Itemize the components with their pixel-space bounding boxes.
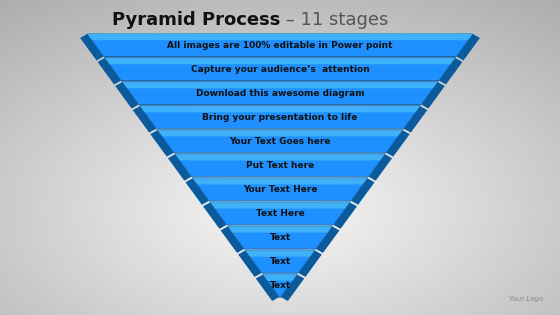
Polygon shape: [157, 130, 403, 152]
Polygon shape: [156, 129, 404, 130]
Polygon shape: [209, 201, 351, 202]
Text: Text: Text: [269, 233, 291, 242]
Polygon shape: [123, 82, 437, 88]
Text: Text Here: Text Here: [255, 209, 305, 218]
Polygon shape: [133, 106, 156, 133]
Polygon shape: [87, 34, 473, 40]
Text: Download this awesome diagram: Download this awesome diagram: [195, 89, 365, 98]
Polygon shape: [150, 130, 174, 157]
Polygon shape: [281, 274, 304, 301]
Polygon shape: [456, 34, 480, 60]
Polygon shape: [105, 58, 455, 64]
Polygon shape: [193, 178, 367, 185]
Polygon shape: [105, 58, 455, 80]
Polygon shape: [227, 225, 333, 226]
Text: Your Text Here: Your Text Here: [242, 185, 318, 194]
Text: Your Text Goes here: Your Text Goes here: [229, 137, 331, 146]
Polygon shape: [316, 226, 339, 253]
Polygon shape: [262, 273, 298, 274]
Text: – 11 stages: – 11 stages: [280, 11, 389, 29]
Polygon shape: [174, 152, 386, 154]
Polygon shape: [438, 58, 463, 84]
Text: Your Logo: Your Logo: [509, 296, 543, 302]
Polygon shape: [244, 249, 316, 250]
Polygon shape: [175, 154, 385, 177]
Polygon shape: [256, 274, 279, 301]
Polygon shape: [140, 106, 420, 129]
Polygon shape: [238, 250, 262, 277]
Polygon shape: [115, 82, 139, 109]
Polygon shape: [122, 80, 438, 82]
Polygon shape: [211, 202, 349, 209]
Polygon shape: [185, 178, 209, 205]
Text: All images are 100% editable in Power point: All images are 100% editable in Power po…: [167, 41, 393, 49]
Text: Text: Text: [269, 281, 291, 290]
Polygon shape: [192, 177, 368, 178]
Polygon shape: [404, 106, 427, 133]
Text: Put Text here: Put Text here: [246, 161, 314, 170]
Polygon shape: [157, 130, 403, 136]
Polygon shape: [193, 178, 367, 201]
Polygon shape: [245, 250, 315, 257]
Text: Text: Text: [269, 257, 291, 266]
Polygon shape: [298, 250, 322, 277]
Polygon shape: [221, 226, 244, 253]
Polygon shape: [263, 274, 297, 297]
Polygon shape: [175, 154, 385, 160]
Polygon shape: [263, 274, 297, 281]
Polygon shape: [279, 297, 281, 298]
Polygon shape: [333, 202, 357, 229]
Polygon shape: [203, 202, 227, 229]
Polygon shape: [104, 56, 456, 58]
Polygon shape: [421, 82, 445, 109]
Polygon shape: [228, 226, 332, 249]
Polygon shape: [386, 130, 410, 157]
Polygon shape: [123, 82, 437, 105]
Polygon shape: [228, 226, 332, 232]
Polygon shape: [80, 34, 104, 60]
Polygon shape: [245, 250, 315, 273]
Text: Bring your presentation to life: Bring your presentation to life: [202, 113, 358, 122]
Polygon shape: [168, 154, 192, 181]
Polygon shape: [351, 178, 375, 205]
Polygon shape: [368, 154, 392, 181]
Polygon shape: [211, 202, 349, 225]
Polygon shape: [140, 106, 420, 112]
Polygon shape: [139, 105, 421, 106]
Text: Pyramid Process: Pyramid Process: [111, 11, 280, 29]
Polygon shape: [97, 58, 122, 84]
Polygon shape: [87, 34, 473, 56]
Text: Capture your audience’s  attention: Capture your audience’s attention: [190, 65, 370, 74]
